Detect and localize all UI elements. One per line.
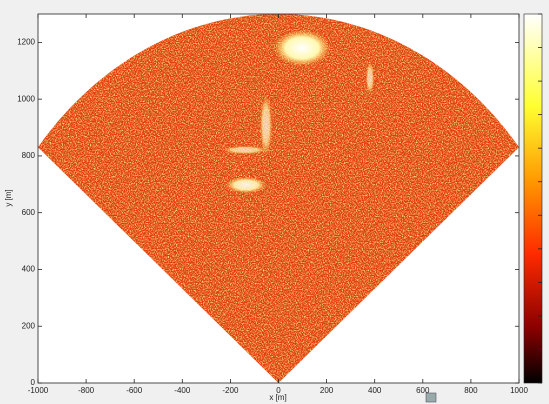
y-tick-label: 600 [22,208,36,217]
x-tick-label: 1000 [510,386,528,395]
x-tick-label: 800 [464,386,478,395]
x-tick-label: 0 [276,386,281,395]
y-tick-label: 200 [22,321,36,330]
toolbar-icon [425,392,437,403]
x-tick-label: -800 [78,386,95,395]
y-tick-label: 800 [22,151,36,160]
x-tick-label: -200 [222,386,239,395]
x-tick-label: 400 [368,386,382,395]
y-tick-label: 0 [31,378,36,387]
bright-spot [226,177,266,193]
bright-spot [223,146,267,154]
bright-spot [274,30,330,66]
bright-spot [366,62,374,94]
y-tick-label: 1200 [17,37,35,46]
x-tick-label: -1000 [28,386,49,395]
bright-spot [260,95,272,155]
x-tick-label: -600 [126,386,143,395]
y-tick-label: 1000 [17,94,35,103]
x-tick-label: 600 [416,386,430,395]
y-tick-label: 400 [22,265,36,274]
x-tick-label: 200 [320,386,334,395]
y-axis-label: y [m] [4,189,13,206]
colorbar [523,13,543,384]
x-tick-label: -400 [174,386,191,395]
x-axis-label: x [m] [269,393,286,402]
